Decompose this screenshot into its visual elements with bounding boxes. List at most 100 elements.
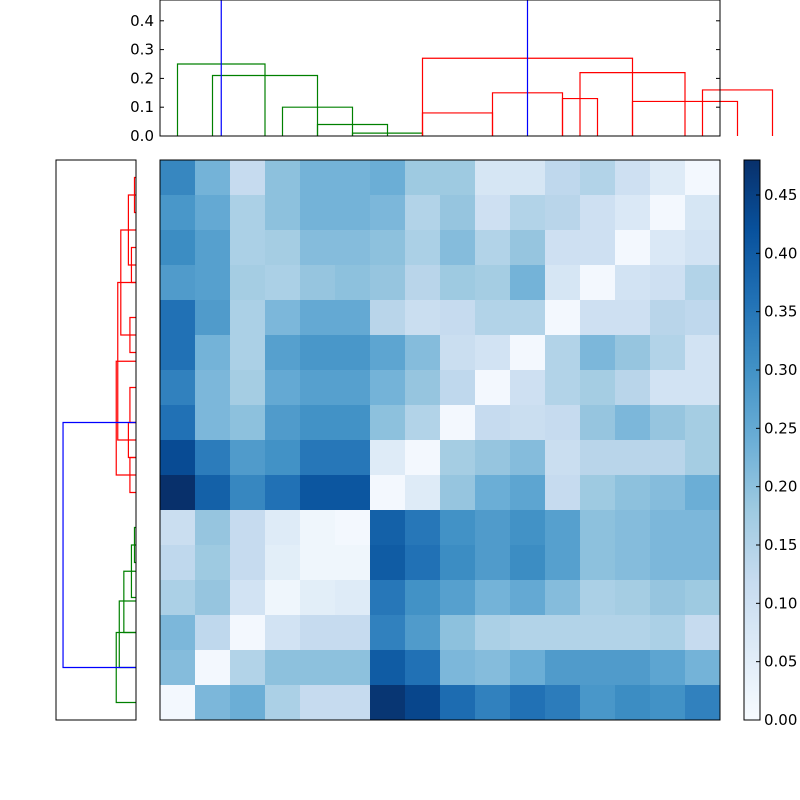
heatmap-cell	[650, 440, 686, 476]
heatmap-cell	[440, 475, 476, 511]
heatmap-cell	[195, 475, 231, 511]
heatmap-cell	[230, 545, 266, 581]
heatmap-cell	[615, 650, 651, 686]
heatmap-cell	[230, 650, 266, 686]
heatmap-cell	[545, 160, 581, 196]
heatmap-cell	[685, 615, 721, 651]
heatmap-cell	[510, 160, 546, 196]
heatmap-cell	[475, 510, 511, 546]
heatmap-cell	[160, 405, 196, 441]
heatmap-cell	[230, 440, 266, 476]
heatmap-cell	[300, 230, 336, 266]
heatmap-cell	[580, 650, 616, 686]
heatmap-cell	[545, 685, 581, 721]
heatmap-cell	[545, 545, 581, 581]
heatmap-cell	[195, 685, 231, 721]
heatmap-cell	[405, 685, 441, 721]
heatmap-cell	[265, 405, 301, 441]
heatmap-cell	[685, 580, 721, 616]
heatmap-cell	[580, 685, 616, 721]
heatmap-cell	[545, 510, 581, 546]
y-tick-label: 0.2	[130, 69, 154, 87]
heatmap-cell	[405, 160, 441, 196]
heatmap-cell	[440, 335, 476, 371]
heatmap-cell	[685, 440, 721, 476]
heatmap-cell	[300, 195, 336, 231]
heatmap-cell	[300, 615, 336, 651]
heatmap-cell	[405, 440, 441, 476]
colorbar-tick-label: 0.15	[764, 536, 797, 554]
heatmap-cell	[265, 195, 301, 231]
heatmap-cell	[405, 335, 441, 371]
heatmap-cell	[405, 510, 441, 546]
heatmap-cell	[475, 615, 511, 651]
heatmap-cell	[685, 265, 721, 301]
heatmap-cell	[160, 650, 196, 686]
heatmap-cell	[685, 230, 721, 266]
heatmap-cell	[300, 685, 336, 721]
heatmap-cell	[405, 580, 441, 616]
heatmap-cell	[335, 650, 371, 686]
heatmap-cell	[300, 335, 336, 371]
heatmap-cell	[545, 475, 581, 511]
heatmap-cell	[650, 405, 686, 441]
heatmap-cell	[475, 545, 511, 581]
heatmap-cell	[510, 405, 546, 441]
heatmap-cell	[440, 440, 476, 476]
heatmap-cell	[230, 335, 266, 371]
heatmap-cell	[580, 615, 616, 651]
heatmap-cell	[545, 580, 581, 616]
heatmap-cell	[685, 370, 721, 406]
heatmap-cell	[650, 545, 686, 581]
heatmap-cell	[510, 265, 546, 301]
heatmap-cell	[580, 475, 616, 511]
heatmap-cell	[300, 475, 336, 511]
heatmap-cell	[580, 265, 616, 301]
heatmap-cell	[335, 440, 371, 476]
heatmap-cell	[510, 650, 546, 686]
heatmap-cell	[405, 195, 441, 231]
heatmap-cell	[580, 510, 616, 546]
heatmap-cell	[230, 475, 266, 511]
heatmap-cell	[370, 650, 406, 686]
colorbar-tick-label: 0.00	[764, 711, 797, 729]
heatmap-cell	[475, 335, 511, 371]
heatmap-cell	[335, 615, 371, 651]
heatmap-cell	[615, 265, 651, 301]
heatmap-cell	[545, 370, 581, 406]
heatmap-cell	[685, 545, 721, 581]
heatmap-cell	[405, 265, 441, 301]
heatmap-cell	[195, 580, 231, 616]
heatmap-cell	[335, 685, 371, 721]
heatmap-cell	[475, 580, 511, 616]
heatmap-cell	[685, 300, 721, 336]
heatmap-cell	[335, 510, 371, 546]
heatmap-cell	[230, 230, 266, 266]
heatmap-cell	[650, 160, 686, 196]
heatmap-cell	[475, 230, 511, 266]
heatmap-cell	[300, 265, 336, 301]
heatmap-cell	[510, 300, 546, 336]
heatmap-cell	[510, 685, 546, 721]
heatmap-cell	[195, 195, 231, 231]
heatmap-cell	[615, 370, 651, 406]
y-tick-label: 0.1	[130, 98, 154, 116]
heatmap-cell	[615, 580, 651, 616]
heatmap-cell	[545, 195, 581, 231]
heatmap-cell	[265, 265, 301, 301]
heatmap-cell	[370, 440, 406, 476]
colorbar-tick-label: 0.45	[764, 186, 797, 204]
heatmap-cell	[650, 650, 686, 686]
heatmap-cell	[545, 300, 581, 336]
heatmap-cell	[300, 160, 336, 196]
heatmap-cell	[650, 580, 686, 616]
heatmap-cell	[685, 685, 721, 721]
heatmap-cell	[160, 545, 196, 581]
heatmap-cell	[650, 265, 686, 301]
heatmap-cell	[335, 335, 371, 371]
heatmap-cell	[335, 475, 371, 511]
heatmap-cell	[510, 230, 546, 266]
heatmap-cell	[370, 265, 406, 301]
heatmap-cell	[440, 230, 476, 266]
dendrogram-link	[115, 360, 136, 476]
